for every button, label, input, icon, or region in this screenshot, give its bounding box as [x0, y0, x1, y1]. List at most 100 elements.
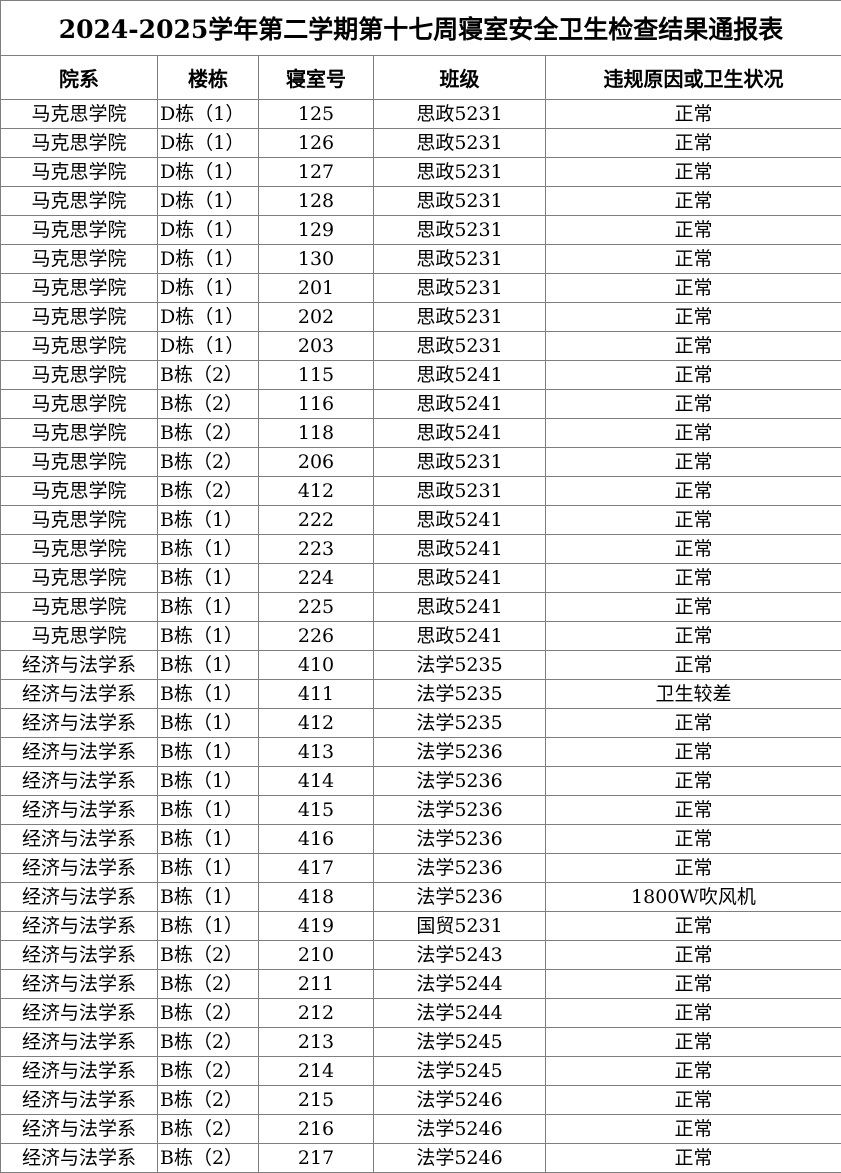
- cell: 413: [258, 737, 374, 767]
- cell: 203: [258, 331, 374, 361]
- cell: 正常: [545, 157, 841, 187]
- data-row: 经济与法学系 B栋（2） 210 法学5243 正常: [0, 940, 841, 970]
- cell: 法学5243: [373, 940, 546, 970]
- cell: B栋（2）: [157, 1114, 259, 1144]
- cell: 卫生较差: [545, 679, 841, 709]
- cell: 410: [258, 650, 374, 680]
- data-row: 马克思学院 D栋（1） 129 思政5231 正常: [0, 215, 841, 245]
- cell: B栋（1）: [157, 708, 259, 738]
- cell: 正常: [545, 824, 841, 854]
- cell: 法学5244: [373, 969, 546, 999]
- cell: 经济与法学系: [0, 650, 158, 680]
- cell: 正常: [545, 621, 841, 651]
- data-row: 经济与法学系 B栋（1） 411 法学5235 卫生较差: [0, 679, 841, 709]
- cell: 正常: [545, 795, 841, 825]
- cell: 经济与法学系: [0, 824, 158, 854]
- cell: 211: [258, 969, 374, 999]
- data-row: 经济与法学系 B栋（2） 212 法学5244 正常: [0, 998, 841, 1028]
- data-row: 经济与法学系 B栋（1） 413 法学5236 正常: [0, 737, 841, 767]
- cell: 马克思学院: [0, 331, 158, 361]
- cell: B栋（1）: [157, 766, 259, 796]
- cell: 222: [258, 505, 374, 535]
- cell: 思政5231: [373, 99, 546, 129]
- cell: 正常: [545, 563, 841, 593]
- data-row: 马克思学院 B栋（2） 206 思政5231 正常: [0, 447, 841, 477]
- cell: 129: [258, 215, 374, 245]
- cell: D栋（1）: [157, 99, 259, 129]
- header-cell: 寝室号: [258, 55, 374, 100]
- data-row: 马克思学院 D栋（1） 202 思政5231 正常: [0, 302, 841, 332]
- data-row: 经济与法学系 B栋（1） 418 法学5236 1800W吹风机: [0, 882, 841, 912]
- data-row: 马克思学院 B栋（1） 223 思政5241 正常: [0, 534, 841, 564]
- cell: 正常: [545, 1027, 841, 1057]
- cell: 412: [258, 708, 374, 738]
- cell: 经济与法学系: [0, 940, 158, 970]
- cell: 202: [258, 302, 374, 332]
- cell: B栋（2）: [157, 1143, 259, 1173]
- cell: 217: [258, 1143, 374, 1173]
- data-row: 马克思学院 B栋（1） 222 思政5241 正常: [0, 505, 841, 535]
- data-row: 经济与法学系 B栋（1） 419 国贸5231 正常: [0, 911, 841, 941]
- cell: D栋（1）: [157, 128, 259, 158]
- cell: 马克思学院: [0, 418, 158, 448]
- cell: 116: [258, 389, 374, 419]
- cell: 正常: [545, 273, 841, 303]
- cell: B栋（1）: [157, 824, 259, 854]
- cell: B栋（1）: [157, 679, 259, 709]
- header-cell: 班级: [373, 55, 546, 100]
- cell: D栋（1）: [157, 186, 259, 216]
- cell: 经济与法学系: [0, 969, 158, 999]
- cell: 法学5246: [373, 1085, 546, 1115]
- cell: 思政5231: [373, 186, 546, 216]
- cell: 经济与法学系: [0, 998, 158, 1028]
- cell: 418: [258, 882, 374, 912]
- cell: 思政5231: [373, 128, 546, 158]
- data-row: 马克思学院 B栋（1） 224 思政5241 正常: [0, 563, 841, 593]
- data-row: 经济与法学系 B栋（2） 214 法学5245 正常: [0, 1056, 841, 1086]
- cell: 128: [258, 186, 374, 216]
- cell: 411: [258, 679, 374, 709]
- cell: 马克思学院: [0, 273, 158, 303]
- cell: D栋（1）: [157, 244, 259, 274]
- cell: 思政5241: [373, 360, 546, 390]
- cell: 马克思学院: [0, 128, 158, 158]
- cell: 正常: [545, 998, 841, 1028]
- cell: B栋（1）: [157, 592, 259, 622]
- data-row: 经济与法学系 B栋（1） 412 法学5235 正常: [0, 708, 841, 738]
- cell: B栋（2）: [157, 389, 259, 419]
- cell: B栋（2）: [157, 447, 259, 477]
- cell: 思政5231: [373, 215, 546, 245]
- cell: 马克思学院: [0, 476, 158, 506]
- data-row: 经济与法学系 B栋（2） 213 法学5245 正常: [0, 1027, 841, 1057]
- cell: 223: [258, 534, 374, 564]
- data-row: 经济与法学系 B栋（2） 215 法学5246 正常: [0, 1085, 841, 1115]
- cell: B栋（2）: [157, 1085, 259, 1115]
- cell: 法学5245: [373, 1056, 546, 1086]
- cell: 正常: [545, 505, 841, 535]
- cell: 正常: [545, 186, 841, 216]
- title-row: 2024-2025学年第二学期第十七周寝室安全卫生检查结果通报表: [0, 0, 841, 56]
- cell: 经济与法学系: [0, 708, 158, 738]
- cell: 正常: [545, 1114, 841, 1144]
- cell: 正常: [545, 940, 841, 970]
- cell: 正常: [545, 360, 841, 390]
- cell: 法学5236: [373, 824, 546, 854]
- cell: 法学5236: [373, 853, 546, 883]
- cell: 225: [258, 592, 374, 622]
- data-row: 经济与法学系 B栋（1） 410 法学5235 正常: [0, 650, 841, 680]
- cell: B栋（2）: [157, 476, 259, 506]
- cell: 法学5245: [373, 1027, 546, 1057]
- cell: 正常: [545, 244, 841, 274]
- cell: 法学5235: [373, 650, 546, 680]
- cell: 130: [258, 244, 374, 274]
- cell: 马克思学院: [0, 621, 158, 651]
- cell: 马克思学院: [0, 302, 158, 332]
- cell: 经济与法学系: [0, 795, 158, 825]
- cell: B栋（1）: [157, 650, 259, 680]
- cell: 224: [258, 563, 374, 593]
- cell: 马克思学院: [0, 186, 158, 216]
- cell: 思政5231: [373, 331, 546, 361]
- cell: 415: [258, 795, 374, 825]
- cell: D栋（1）: [157, 157, 259, 187]
